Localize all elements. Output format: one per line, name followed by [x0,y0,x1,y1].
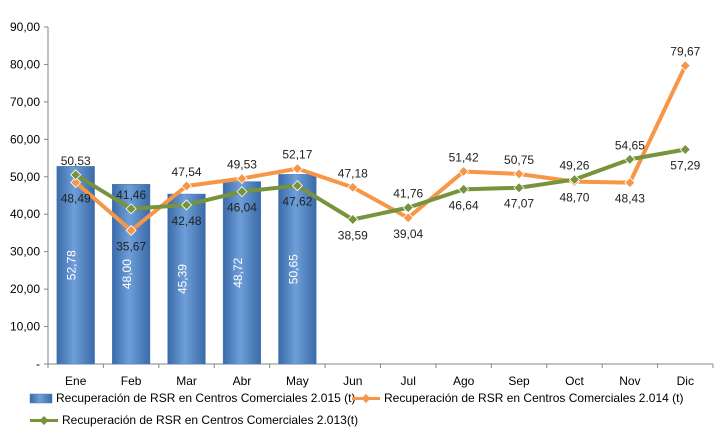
line-value-label: 48,43 [615,192,645,206]
bar-value-label: 48,72 [231,257,245,287]
point-series-2-mar [180,199,193,211]
line-series-1 [73,63,688,233]
x-tick-label: Nov [619,374,640,388]
point-series-2-ene [70,169,82,181]
line-value-label: 47,62 [282,195,312,209]
x-tick-label: Mar [176,374,197,388]
x-tick-label: Abr [233,374,252,388]
x-tick-label: Dic [677,374,694,388]
line-value-label: 41,46 [116,188,146,202]
x-tick-label: May [286,374,309,388]
bar-2015-abr [222,181,262,365]
line-value-label: 50,53 [61,154,91,168]
line-value-label: 52,17 [282,148,312,162]
y-tick-label: 90,00 [10,20,40,34]
x-tick-label: Jul [401,374,416,388]
legend-swatch-marker [361,394,371,403]
line-series-2 [73,147,688,222]
bar-2015-may [278,174,317,365]
point-series-1-feb [125,224,137,237]
y-tick-label: 80,00 [10,57,40,71]
y-tick-label: 20,00 [10,282,40,296]
legend-swatch-bar [29,393,53,404]
line-value-label: 48,49 [61,191,91,205]
y-tick-label: 70,00 [10,95,40,109]
line-value-label: 79,67 [670,45,700,59]
point-series-2-sep [513,182,525,194]
legend-label: Recuperación de RSR en Centros Comercial… [56,391,355,405]
legend-label: Recuperación de RSR en Centros Comercial… [384,391,683,405]
x-tick-label: Sep [508,374,530,388]
y-tick-label: - [36,357,40,371]
y-axis: - 10,00 20,00 30,00 40,00 50,00 60,00 70,00 80,0… [10,20,49,371]
x-tick-label: Feb [121,374,142,388]
point-series-2-may [291,180,303,192]
x-axis: Ene Feb Mar Abr May Jun Jul Ago Sep Oct Nov Dic [47,363,714,388]
line-value-label: 47,07 [504,197,534,211]
bar-value-label: 48,00 [120,259,134,289]
point-series-2-nov [624,153,636,165]
x-tick-label: Ene [65,374,87,388]
line-value-label: 51,42 [449,150,479,164]
point-series-1-ago [458,165,470,178]
point-series-1-mar [180,180,193,192]
point-series-2-dic [679,143,691,156]
bar-value-label: 50,65 [286,254,300,284]
point-series-1-abr [236,172,248,185]
point-series-1-jun [347,181,359,193]
line-value-label: 49,53 [227,158,257,172]
y-tick-label: 30,00 [10,245,40,259]
point-series-2-jul [402,202,414,214]
y-tick-label: 60,00 [10,132,40,146]
bar-2015-mar [167,193,206,365]
point-series-2-oct [568,173,581,186]
x-tick-label: Oct [565,374,584,388]
line-value-label: 47,54 [172,165,202,179]
point-series-2-ago [458,183,470,195]
line-value-label: 39,04 [393,227,423,241]
line-series [70,60,691,237]
line-value-label: 50,75 [504,153,534,167]
line-value-label: 49,26 [559,159,589,173]
point-series-2-abr [236,186,248,198]
legend: Recuperación de RSR en Centros Comercial… [29,391,683,427]
point-series-1-jul [402,212,414,224]
point-series-1-ene [70,176,82,188]
y-tick-label: 40,00 [10,207,40,221]
bar-value-label: 52,78 [65,250,79,280]
y-tick-label: 50,00 [10,170,40,184]
line-value-label: 41,76 [393,187,423,201]
x-tick-label: Ago [453,374,475,388]
line-value-label: 57,29 [670,158,700,172]
line-value-label: 46,04 [227,201,257,215]
bar-2015-ene [56,166,95,365]
line-value-label: 42,48 [172,214,202,228]
data-labels: 52,78 48,00 45,39 48,72 50,65 48,49 50,53 35,67… [61,45,701,294]
y-tick-label: 10,00 [10,320,40,334]
line-value-label: 47,18 [338,166,368,180]
line-value-label: 54,65 [615,138,645,152]
point-series-1-dic [679,60,691,72]
legend-label: Recuperación de RSR en Centros Comercial… [62,413,358,427]
line-value-label: 48,70 [559,191,589,205]
line-value-label: 38,59 [338,229,368,243]
point-series-1-sep [513,168,525,180]
point-series-1-may [291,163,303,175]
point-series-2-jun [347,213,359,226]
x-tick-label: Jun [343,374,362,388]
line-value-label: 35,67 [116,239,146,253]
point-series-1-nov [624,177,636,189]
bar-value-label: 45,39 [176,264,190,294]
line-value-label: 46,64 [449,198,479,212]
point-series-2-feb [125,203,137,215]
legend-swatch-marker [39,416,49,425]
